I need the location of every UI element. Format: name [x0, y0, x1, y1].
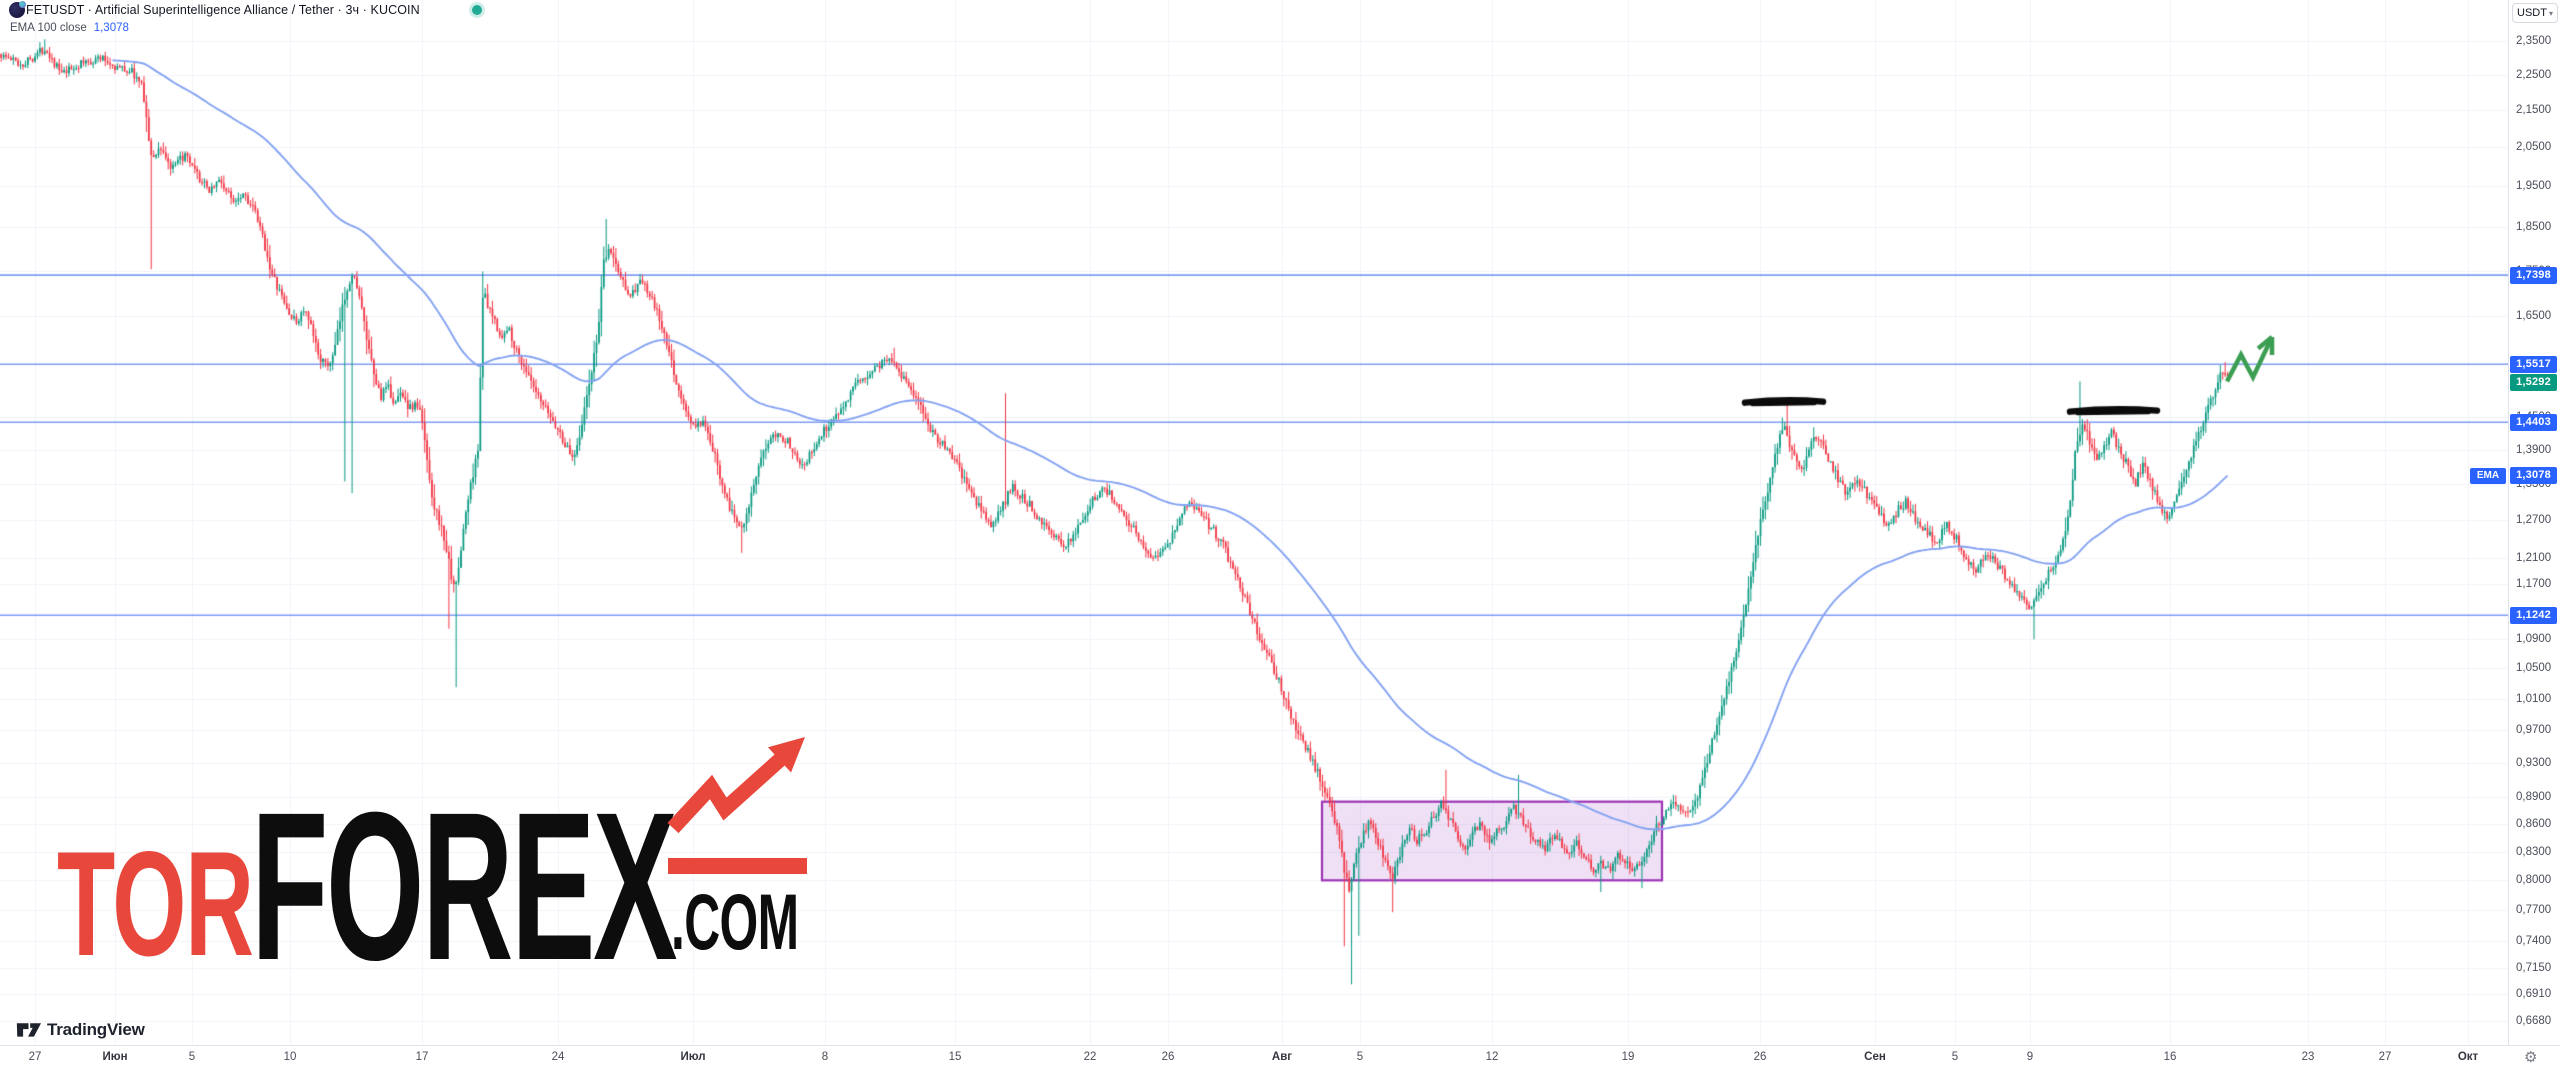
price-tick: 1,0900 — [2516, 633, 2552, 646]
tradingview-label: TradingView — [47, 1019, 145, 1039]
ema-indicator-value: 1,3078 — [93, 22, 129, 34]
time-tick: 24 — [551, 1051, 565, 1063]
price-tick: 1,0100 — [2516, 692, 2552, 705]
price-badge-last-price: 1,5292 — [2510, 373, 2557, 391]
price-axis[interactable]: 2,35002,25002,15002,05001,95001,85001,75… — [2508, 0, 2560, 1045]
price-tick: 2,1500 — [2516, 104, 2552, 117]
time-tick: 22 — [1083, 1051, 1097, 1063]
price-tick: 1,3900 — [2516, 443, 2552, 456]
price-badge-level-1.7398: 1,7398 — [2510, 266, 2557, 284]
price-tick: 0,8900 — [2516, 791, 2552, 804]
ema-indicator-row[interactable]: EMA 100 close 1,3078 — [10, 22, 129, 34]
price-unit-button[interactable]: USDT ▾ — [2512, 3, 2558, 23]
ema-tag-badge: EMA — [2470, 467, 2506, 484]
time-tick: 15 — [948, 1051, 962, 1063]
price-badge-level-1.4403: 1,4403 — [2510, 413, 2557, 431]
time-tick: 9 — [2026, 1051, 2034, 1063]
market-open-dot-icon — [472, 5, 482, 15]
time-tick: Окт — [2457, 1051, 2479, 1063]
time-tick: 12 — [1485, 1051, 1499, 1063]
price-unit-label: USDT — [2517, 7, 2547, 19]
price-tick: 1,2700 — [2516, 514, 2552, 527]
time-tick: 27 — [28, 1051, 42, 1063]
time-tick: Авг — [1271, 1051, 1293, 1063]
time-tick: Июл — [680, 1051, 706, 1063]
price-tick: 1,6500 — [2516, 310, 2552, 323]
time-tick: 5 — [1356, 1051, 1364, 1063]
price-badge-ema-value: 1,3078 — [2510, 467, 2557, 485]
price-tick: 2,2500 — [2516, 68, 2552, 81]
price-tick: 0,8300 — [2516, 845, 2552, 858]
price-tick: 0,6680 — [2516, 1014, 2552, 1027]
time-tick: 17 — [415, 1051, 429, 1063]
price-tick: 1,0500 — [2516, 662, 2552, 675]
price-tick: 1,8500 — [2516, 221, 2552, 234]
gear-icon[interactable]: ⚙ — [2524, 1049, 2538, 1066]
price-badge-level-1.5517: 1,5517 — [2510, 355, 2557, 373]
time-axis[interactable]: 27 Июн 5 10 17 24 Июл 8 15 22 26 Авг 5 12 19 26 Сен 5 9 16 2… — [0, 1045, 2560, 1070]
candlestick-chart[interactable] — [0, 0, 2508, 1045]
price-tick: 0,7400 — [2516, 935, 2552, 948]
price-tick: 0,7150 — [2516, 961, 2552, 974]
time-tick: 5 — [1951, 1051, 1959, 1063]
price-badge-level-1.1242: 1,1242 — [2510, 606, 2557, 624]
price-tick: 1,1700 — [2516, 578, 2552, 591]
time-tick: 26 — [1161, 1051, 1175, 1063]
time-tick: 19 — [1621, 1051, 1635, 1063]
price-axis-separator — [2508, 0, 2509, 1045]
price-tick: 0,9300 — [2516, 757, 2552, 770]
price-tick: 0,9700 — [2516, 724, 2552, 737]
price-tick: 2,3500 — [2516, 34, 2552, 47]
chevron-down-icon: ▾ — [2548, 9, 2553, 18]
ema-indicator-label: EMA 100 close — [10, 22, 87, 34]
price-tick: 1,2100 — [2516, 552, 2552, 564]
price-tick: 0,7700 — [2516, 904, 2552, 917]
time-tick: 10 — [283, 1051, 297, 1063]
symbol-title[interactable]: FETUSDT · Artificial Superintelligence A… — [26, 3, 420, 17]
price-tick: 2,0500 — [2516, 141, 2552, 154]
time-tick: 27 — [2378, 1051, 2392, 1063]
time-tick: 16 — [2163, 1051, 2177, 1063]
time-tick: Июн — [102, 1051, 128, 1063]
price-tick: 0,8600 — [2516, 817, 2552, 830]
tradingview-attribution[interactable]: TradingView — [16, 1019, 145, 1040]
time-tick: Сен — [1864, 1051, 1886, 1063]
price-tick: 1,9500 — [2516, 180, 2552, 193]
price-tick: 0,6910 — [2516, 988, 2552, 1001]
fet-coin-icon — [9, 1, 26, 18]
time-tick: 5 — [188, 1051, 196, 1063]
time-tick: 23 — [2301, 1051, 2315, 1063]
time-tick: 8 — [821, 1051, 829, 1063]
price-tick: 0,8000 — [2516, 874, 2552, 887]
time-tick: 26 — [1753, 1051, 1767, 1063]
time-axis-separator — [0, 1045, 2560, 1046]
tradingview-logo-icon — [16, 1023, 41, 1037]
